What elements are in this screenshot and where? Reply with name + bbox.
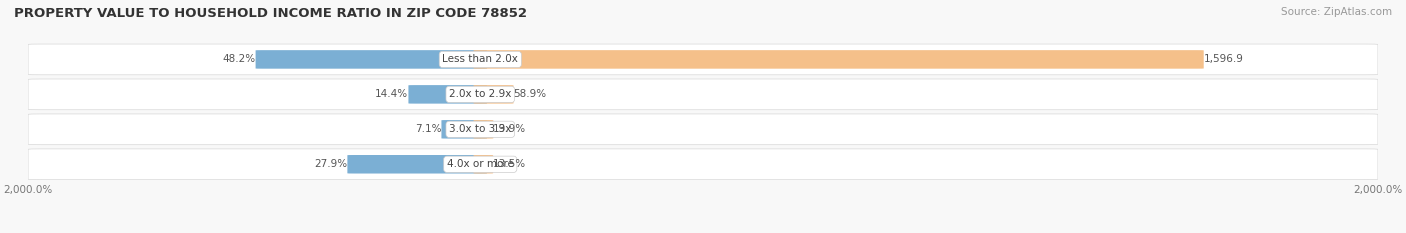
Text: 4.0x or more: 4.0x or more	[447, 159, 513, 169]
Text: 13.5%: 13.5%	[494, 159, 526, 169]
Text: 7.1%: 7.1%	[415, 124, 441, 134]
FancyBboxPatch shape	[474, 50, 1204, 69]
FancyBboxPatch shape	[408, 85, 486, 104]
Text: Less than 2.0x: Less than 2.0x	[443, 55, 519, 64]
Text: 13.9%: 13.9%	[494, 124, 526, 134]
FancyBboxPatch shape	[28, 44, 1378, 75]
FancyBboxPatch shape	[28, 79, 1378, 110]
Text: 1,596.9: 1,596.9	[1204, 55, 1243, 64]
FancyBboxPatch shape	[256, 50, 486, 69]
Text: 58.9%: 58.9%	[513, 89, 547, 99]
Text: 14.4%: 14.4%	[375, 89, 408, 99]
FancyBboxPatch shape	[28, 149, 1378, 180]
FancyBboxPatch shape	[28, 114, 1378, 145]
FancyBboxPatch shape	[441, 120, 486, 139]
FancyBboxPatch shape	[474, 120, 494, 139]
FancyBboxPatch shape	[347, 155, 486, 174]
FancyBboxPatch shape	[474, 85, 513, 104]
Text: PROPERTY VALUE TO HOUSEHOLD INCOME RATIO IN ZIP CODE 78852: PROPERTY VALUE TO HOUSEHOLD INCOME RATIO…	[14, 7, 527, 20]
Text: 3.0x to 3.9x: 3.0x to 3.9x	[449, 124, 512, 134]
Text: Source: ZipAtlas.com: Source: ZipAtlas.com	[1281, 7, 1392, 17]
Text: 27.9%: 27.9%	[315, 159, 347, 169]
Text: 2.0x to 2.9x: 2.0x to 2.9x	[449, 89, 512, 99]
Text: 48.2%: 48.2%	[222, 55, 256, 64]
FancyBboxPatch shape	[474, 155, 494, 174]
